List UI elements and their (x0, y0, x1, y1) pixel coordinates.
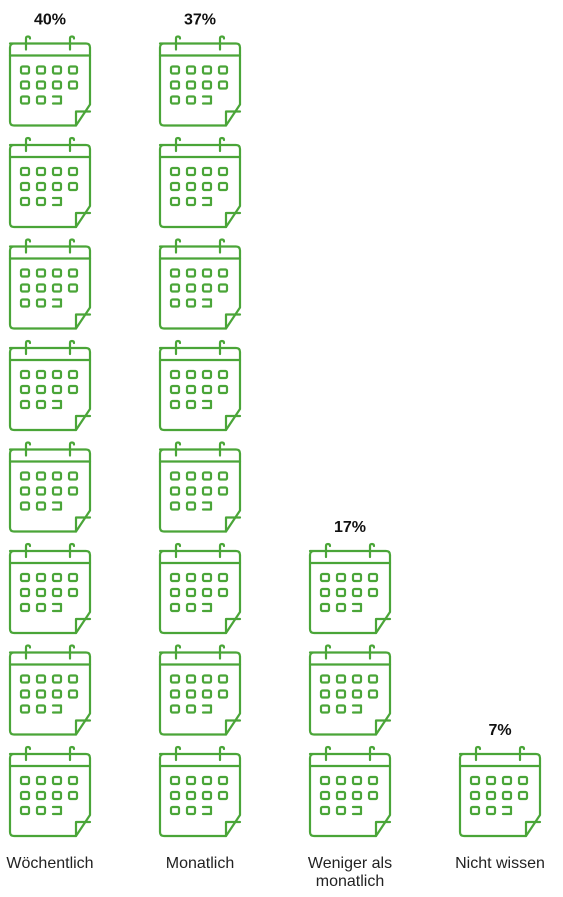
value-label: 7% (488, 722, 511, 739)
calendar-icon (8, 542, 92, 635)
category-label: Weniger als monatlich (308, 855, 392, 890)
category-label: Wöchentlich (6, 855, 93, 872)
calendar-icon (158, 238, 242, 330)
calendar-icon (158, 136, 242, 229)
value-label: 37% (184, 12, 216, 29)
category-label: Monatlich (166, 855, 234, 872)
column-wöchentlich: 40% Wöchentlich (6, 12, 93, 873)
calendar-icon (8, 35, 92, 127)
calendar-icon (308, 644, 392, 736)
calendar-icon (458, 745, 542, 838)
calendar-icon (308, 745, 392, 838)
calendar-icon (8, 441, 92, 533)
calendar-icon (308, 542, 392, 635)
calendar-icon (158, 441, 242, 533)
column-monatlich: 37% Monatlich (158, 12, 242, 872)
column-nicht-wissen: 7% Nicht wissen (455, 722, 545, 872)
calendar-icon (8, 644, 92, 736)
calendar-icon (158, 339, 242, 432)
column-weniger-als-monatlich: 17% Weniger als monatlich (308, 519, 392, 890)
calendar-icon (158, 745, 242, 838)
category-label: Nicht wissen (455, 855, 545, 872)
calendar-icon (8, 136, 92, 229)
calendar-icon (158, 644, 242, 736)
value-label: 40% (34, 12, 66, 29)
calendar-icon (8, 339, 92, 432)
calendar-icon (8, 238, 92, 330)
value-label: 17% (334, 519, 366, 536)
calendar-icon (158, 35, 242, 127)
calendar-icon (8, 745, 92, 838)
calendar-icon (158, 542, 242, 635)
